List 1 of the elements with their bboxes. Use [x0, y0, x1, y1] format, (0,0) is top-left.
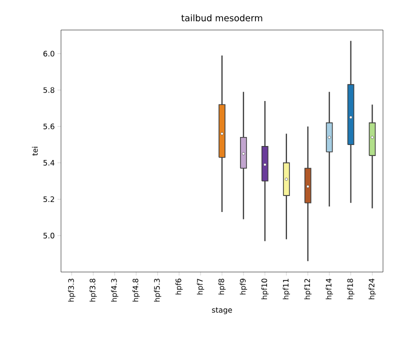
chart-title: tailbud mesoderm [181, 14, 262, 22]
